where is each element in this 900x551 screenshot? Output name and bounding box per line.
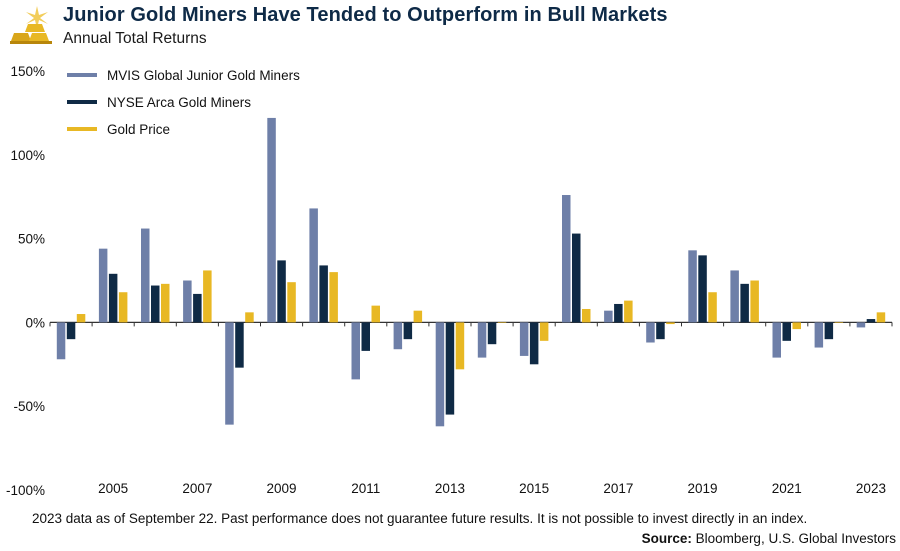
bar-2020-nyse [740,283,749,323]
bars [56,117,886,427]
bar-2014-gold [497,322,507,323]
chart-title: Junior Gold Miners Have Tended to Outper… [63,4,668,26]
bar-2007-gold [203,270,212,323]
bar-2005-mvis [98,248,108,323]
bar-2009-mvis [267,117,276,323]
bar-2013-gold [455,322,465,370]
source-line: Source: Bloomberg, U.S. Global Investors [642,531,896,546]
bar-2016-mvis [562,195,571,323]
bar-2010-mvis [309,208,318,323]
gold-bars-logo-icon [6,4,58,46]
bar-2017-nyse [614,303,623,323]
bar-2022-mvis [814,322,824,348]
bar-2008-gold [245,312,254,323]
y-tick-label: 100% [10,148,45,163]
bar-2005-nyse [108,273,118,323]
bar-2004-gold [76,314,86,323]
bar-2007-mvis [183,280,192,323]
x-tick-label: 2007 [182,481,212,496]
x-tick-label: 2005 [98,481,128,496]
source-label: Source: [641,531,692,546]
bar-2011-nyse [361,322,370,351]
bar-2022-nyse [824,322,834,340]
bar-2004-mvis [56,322,66,360]
bar-2019-mvis [688,250,697,323]
bar-2009-gold [287,282,296,323]
bar-2012-gold [413,310,423,323]
bar-2008-mvis [225,322,234,425]
bar-2021-gold [792,322,801,330]
source-text: Bloomberg, U.S. Global Investors [695,531,896,546]
y-tick-label: -100% [6,483,45,498]
bar-2013-nyse [445,322,455,415]
bar-2005-gold [118,292,128,323]
bar-2023-mvis [856,322,866,328]
bar-2019-nyse [698,255,707,323]
bar-2018-gold [666,322,675,325]
bar-2014-mvis [477,322,487,358]
bar-2022-gold [834,322,844,323]
bar-2015-mvis [519,322,529,356]
x-tick-label: 2019 [688,481,718,496]
bar-2009-nyse [277,260,286,323]
bar-2016-gold [582,308,591,323]
x-tick-label: 2013 [435,481,465,496]
bar-2020-mvis [730,270,739,323]
tick-labels: 150% 100% 50% 0% -50% -100% 2005 2007 2009 2011 20… [6,64,886,498]
bar-2017-mvis [604,310,613,323]
x-tick-label: 2017 [603,481,633,496]
bar-2006-gold [161,283,170,323]
legend-label: MVIS Global Junior Gold Miners [107,68,300,83]
bar-2021-mvis [772,322,781,358]
y-tick-label: 150% [10,64,45,79]
bar-2006-mvis [141,228,150,323]
bar-2019-gold [708,292,717,323]
x-tick-label: 2023 [856,481,886,496]
bar-2023-gold [876,312,886,323]
bar-2023-nyse [866,319,876,323]
bar-2015-gold [539,322,549,341]
bar-2018-nyse [656,322,665,340]
y-tick-label: 0% [25,315,45,330]
footnote: 2023 data as of September 22. Past perfo… [32,511,808,526]
bar-2015-nyse [529,322,539,365]
bar-2021-nyse [782,322,791,341]
y-tick-label: -50% [13,399,45,414]
legend: MVIS Global Junior Gold Miners NYSE Arca … [67,68,300,137]
bar-2010-nyse [319,265,328,323]
bar-2007-nyse [193,293,202,323]
bar-2020-gold [750,280,759,323]
bar-2016-nyse [572,233,581,323]
bar-2014-nyse [487,322,497,345]
bar-2012-mvis [393,322,403,350]
x-tick-label: 2011 [351,481,380,496]
legend-label: Gold Price [107,122,170,137]
x-tick-label: 2015 [519,481,549,496]
bar-chart: 150% 100% 50% 0% -50% -100% 2005 2007 2009 2011 20… [6,64,893,498]
bar-2018-mvis [646,322,655,343]
axes [49,321,893,327]
bar-2011-gold [371,305,380,323]
sparkle-icon [26,6,48,29]
bar-2013-mvis [435,322,445,427]
x-tick-label: 2009 [267,481,297,496]
bar-2010-gold [329,272,338,323]
chart-subtitle: Annual Total Returns [63,30,207,47]
bar-2017-gold [624,300,633,323]
bar-2012-nyse [403,322,413,340]
bar-2006-nyse [151,285,160,323]
x-tick-label: 2021 [772,481,802,496]
bar-2011-mvis [351,322,360,380]
bar-2004-nyse [66,322,76,340]
bar-2008-nyse [235,322,244,368]
gold-bars-icon [10,24,52,44]
legend-label: NYSE Arca Gold Miners [107,95,251,110]
y-tick-label: 50% [18,232,45,247]
